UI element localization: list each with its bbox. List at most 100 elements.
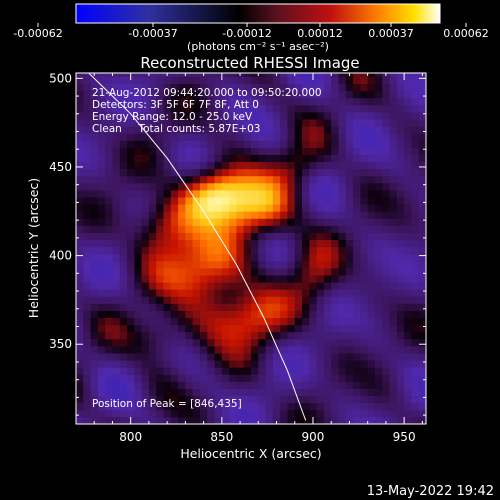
- heatmap-cell: [83, 275, 91, 283]
- heatmap-cell: [105, 112, 113, 120]
- heatmap-cell: [163, 317, 172, 326]
- heatmap-cell: [374, 367, 383, 375]
- heatmap-cell: [251, 360, 259, 368]
- heatmap-cell: [83, 296, 91, 304]
- heatmap-cell: [236, 246, 245, 255]
- heatmap-cell: [309, 182, 318, 191]
- heatmap-cell: [389, 275, 398, 283]
- heatmap-cell: [418, 289, 426, 297]
- x-tick-label: 800: [119, 430, 142, 444]
- heatmap-cell: [294, 395, 303, 404]
- heatmap-cell: [258, 367, 266, 375]
- heatmap-cell: [323, 204, 332, 212]
- heatmap-cell: [404, 282, 412, 290]
- heatmap-cell: [148, 275, 157, 283]
- heatmap-cell: [323, 182, 332, 191]
- heatmap-cell: [404, 275, 412, 283]
- heatmap-cell: [265, 324, 274, 333]
- heatmap-cell: [90, 83, 99, 92]
- heatmap-cell: [389, 367, 398, 375]
- heatmap-cell: [229, 402, 237, 411]
- heatmap-cell: [119, 360, 128, 368]
- heatmap-cell: [251, 112, 259, 120]
- heatmap-cell: [287, 346, 296, 354]
- heatmap-cell: [76, 253, 84, 262]
- heatmap-cell: [272, 239, 281, 248]
- heatmap-cell: [323, 232, 332, 241]
- heatmap-cell: [119, 97, 128, 106]
- heatmap-cell: [418, 367, 426, 375]
- heatmap-cell: [287, 353, 296, 361]
- heatmap-cell: [338, 409, 347, 418]
- heatmap-cell: [404, 289, 412, 297]
- heatmap-cell: [280, 402, 288, 411]
- heatmap-cell: [127, 331, 135, 340]
- heatmap-cell: [411, 104, 420, 113]
- heatmap-cell: [192, 239, 201, 248]
- heatmap-cell: [389, 211, 398, 219]
- heatmap-cell: [323, 154, 332, 163]
- heatmap-cell: [185, 296, 194, 304]
- heatmap-cell: [236, 161, 245, 170]
- heatmap-cell: [97, 260, 106, 269]
- heatmap-cell: [251, 204, 259, 212]
- heatmap-cell: [76, 246, 84, 255]
- heatmap-cell: [127, 154, 135, 163]
- heatmap-cell: [294, 331, 303, 340]
- heatmap-cell: [323, 246, 332, 255]
- heatmap-cell: [170, 225, 179, 233]
- heatmap-cell: [258, 83, 266, 92]
- heatmap-cell: [382, 182, 390, 191]
- heatmap-cell: [404, 253, 412, 262]
- heatmap-cell: [396, 175, 405, 184]
- heatmap-cell: [323, 310, 332, 319]
- heatmap-cell: [185, 317, 194, 326]
- heatmap-cell: [127, 246, 135, 255]
- heatmap-cell: [367, 395, 376, 404]
- heatmap-cell: [119, 381, 128, 389]
- heatmap-cell: [119, 204, 128, 212]
- heatmap-cell: [251, 289, 259, 297]
- heatmap-cell: [382, 260, 390, 269]
- heatmap-cell: [221, 275, 230, 283]
- heatmap-cell: [418, 119, 426, 127]
- heatmap-cell: [229, 83, 237, 92]
- x-tick-label: 950: [393, 430, 416, 444]
- heatmap-cell: [396, 331, 405, 340]
- heatmap-cell: [418, 310, 426, 319]
- heatmap-cell: [178, 112, 186, 120]
- heatmap-cell: [178, 317, 186, 326]
- heatmap-cell: [309, 83, 318, 92]
- heatmap-cell: [411, 168, 420, 177]
- heatmap-cell: [90, 246, 99, 255]
- heatmap-cell: [345, 182, 354, 191]
- heatmap-cell: [323, 76, 332, 85]
- heatmap-cell: [112, 338, 121, 347]
- heatmap-cell: [192, 161, 201, 170]
- heatmap-cell: [207, 268, 215, 276]
- heatmap-cell: [251, 140, 259, 148]
- heatmap-cell: [396, 211, 405, 219]
- heatmap-cell: [112, 353, 121, 361]
- heatmap-cell: [90, 282, 99, 290]
- heatmap-cell: [221, 395, 230, 404]
- heatmap-cell: [258, 246, 266, 255]
- heatmap-cell: [411, 338, 420, 347]
- heatmap-cell: [331, 190, 339, 198]
- heatmap-cell: [236, 367, 245, 375]
- heatmap-cell: [83, 402, 91, 411]
- heatmap-cell: [192, 282, 201, 290]
- heatmap-cell: [411, 161, 420, 170]
- heatmap-cell: [418, 211, 426, 219]
- heatmap-cell: [141, 232, 150, 241]
- heatmap-cell: [280, 90, 288, 99]
- heatmap-cell: [148, 388, 157, 397]
- heatmap-cell: [229, 161, 237, 170]
- heatmap-cell: [411, 303, 420, 311]
- heatmap-cell: [331, 275, 339, 283]
- heatmap-cell: [221, 168, 230, 177]
- heatmap-cell: [229, 246, 237, 255]
- heatmap-cell: [243, 317, 252, 326]
- heatmap-cell: [229, 338, 237, 347]
- heatmap-cell: [119, 83, 128, 92]
